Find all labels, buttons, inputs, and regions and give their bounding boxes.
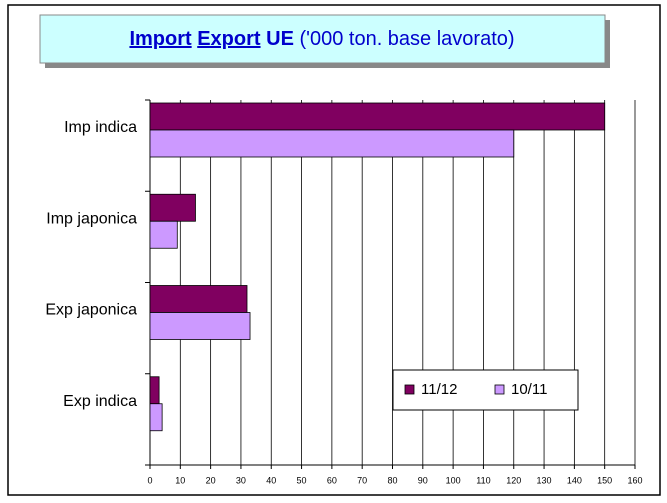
title-part: Import [129,28,192,50]
bar [149,193,196,222]
y-tick-label: Imp japonica [46,210,137,227]
legend-swatch [404,384,415,395]
bar [149,285,248,313]
x-tick-label: 150 [597,475,612,485]
legend [392,369,579,411]
x-tick-label: 20 [206,475,216,485]
x-tick-label: 10 [175,475,185,485]
legend-label: 10/11 [511,381,547,398]
x-tick-label: 90 [418,475,428,485]
x-tick-label: 100 [446,475,461,485]
x-tick-label: 30 [236,475,246,485]
bar [149,102,606,131]
y-tick-label: Imp indica [64,119,137,136]
x-tick-label: 50 [297,475,307,485]
bar [149,403,163,432]
chart-title: Import Export UE ('000 ton. base lavorat… [129,28,514,50]
bar [149,129,515,158]
x-tick-label: 110 [476,475,490,485]
bar [149,312,251,340]
title-part: Export [197,28,261,50]
y-tick-label: Exp indica [63,393,137,410]
x-tick-label: 130 [537,475,552,485]
title-box [39,14,606,64]
x-tick-label: 0 [147,475,152,485]
x-tick-label: 60 [327,475,337,485]
bar [149,376,160,405]
x-tick-label: 140 [567,475,582,485]
x-tick-label: 80 [387,475,397,485]
legend-label: 11/12 [421,381,457,398]
x-tick-label: 70 [357,475,367,485]
title-part: UE [266,28,294,50]
x-tick-label: 120 [506,475,521,485]
y-tick-label: Exp japonica [45,302,137,319]
x-tick-label: 40 [266,475,276,485]
bar [149,220,178,249]
x-tick-label: 160 [627,475,642,485]
legend-swatch [494,384,505,395]
title-part: ('000 ton. base lavorato) [299,28,514,50]
